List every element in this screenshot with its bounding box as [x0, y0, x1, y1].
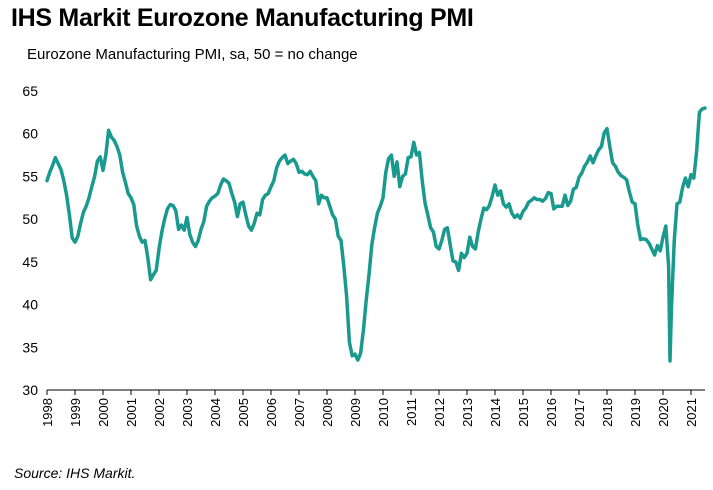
- x-tick-label: 2014: [488, 398, 503, 427]
- x-tick-label: 2000: [96, 398, 111, 427]
- x-tick-label: 2002: [152, 398, 167, 427]
- source-note: Source: IHS Markit.: [14, 465, 136, 481]
- y-tick-label: 55: [22, 168, 38, 184]
- x-tick-label: 2004: [208, 398, 223, 427]
- x-tick-label: 2017: [572, 398, 587, 427]
- y-tick-label: 30: [22, 382, 38, 398]
- plot-area: [45, 106, 707, 363]
- x-tick-label: 2018: [600, 398, 615, 427]
- y-axis: 30 35 40 45 50 55 60 65: [22, 83, 38, 398]
- x-tick-label: 1998: [40, 398, 55, 427]
- x-tick-label: 2013: [460, 398, 475, 427]
- x-tick-label: 2009: [348, 398, 363, 427]
- y-tick-label: 50: [22, 211, 38, 227]
- chart-title: IHS Markit Eurozone Manufacturing PMI: [11, 4, 474, 32]
- x-tick-label: 2019: [628, 398, 643, 427]
- x-tick-label: 2011: [404, 398, 419, 426]
- x-tick-label: 2012: [432, 398, 447, 427]
- x-tick-label: 2005: [236, 398, 251, 427]
- x-tick-label: 2020: [656, 398, 671, 427]
- y-tick-label: 65: [22, 83, 38, 99]
- y-tick-label: 60: [22, 126, 38, 142]
- pmi-series-line: [45, 106, 707, 363]
- x-tick-label: 2016: [544, 398, 559, 427]
- x-tick-label: 2008: [320, 398, 335, 427]
- x-tick-label: 1999: [68, 398, 83, 427]
- x-axis: 1998 1999 2000 2001 2002 2003 2004 2005 2006 2007…: [40, 389, 705, 427]
- y-tick-label: 45: [22, 254, 38, 270]
- x-tick-label: 2010: [376, 398, 391, 427]
- x-tick-label: 2007: [292, 398, 307, 427]
- chart-subtitle: Eurozone Manufacturing PMI, sa, 50 = no …: [27, 46, 358, 63]
- y-tick-label: 35: [22, 339, 38, 355]
- x-tick-label: 2015: [516, 398, 531, 427]
- x-tick-label: 2003: [180, 398, 195, 427]
- y-tick-label: 40: [22, 297, 38, 313]
- x-tick-label: 2006: [264, 398, 279, 427]
- x-tick-label: 2021: [684, 398, 699, 427]
- x-tick-label: 2001: [124, 398, 139, 427]
